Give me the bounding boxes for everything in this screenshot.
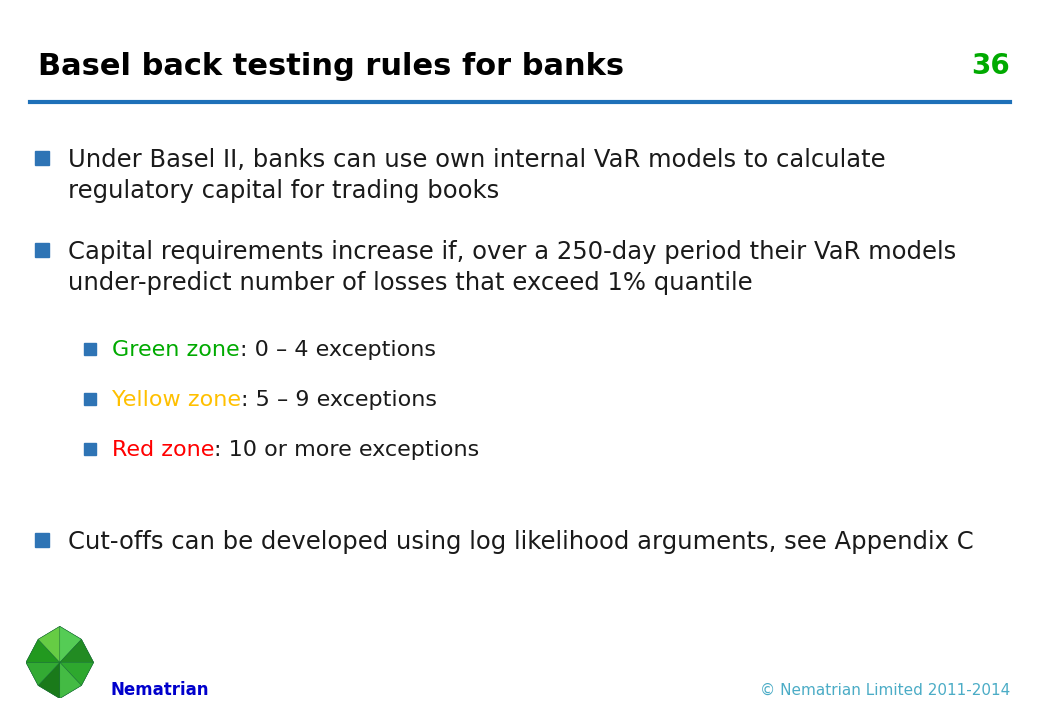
Text: : 0 – 4 exceptions: : 0 – 4 exceptions xyxy=(239,340,436,360)
Text: 36: 36 xyxy=(971,52,1010,80)
Polygon shape xyxy=(26,639,60,662)
Polygon shape xyxy=(26,662,60,685)
Text: Green zone: Green zone xyxy=(112,340,239,360)
Text: Capital requirements increase if, over a 250-day period their VaR models
under-p: Capital requirements increase if, over a… xyxy=(68,240,956,294)
Text: Yellow zone: Yellow zone xyxy=(112,390,241,410)
Text: Red zone: Red zone xyxy=(112,440,214,460)
Polygon shape xyxy=(60,626,81,662)
Polygon shape xyxy=(38,626,60,662)
Text: Basel back testing rules for banks: Basel back testing rules for banks xyxy=(38,52,624,81)
Polygon shape xyxy=(60,662,94,685)
Polygon shape xyxy=(38,662,60,698)
Polygon shape xyxy=(26,626,94,698)
Polygon shape xyxy=(60,639,94,662)
Text: : 10 or more exceptions: : 10 or more exceptions xyxy=(214,440,479,460)
Text: © Nematrian Limited 2011-2014: © Nematrian Limited 2011-2014 xyxy=(760,683,1010,698)
Text: Under Basel II, banks can use own internal VaR models to calculate
regulatory ca: Under Basel II, banks can use own intern… xyxy=(68,148,886,202)
Text: : 5 – 9 exceptions: : 5 – 9 exceptions xyxy=(241,390,437,410)
Text: Cut-offs can be developed using log likelihood arguments, see Appendix C: Cut-offs can be developed using log like… xyxy=(68,530,973,554)
Polygon shape xyxy=(60,662,81,698)
Text: Nematrian: Nematrian xyxy=(110,681,208,699)
